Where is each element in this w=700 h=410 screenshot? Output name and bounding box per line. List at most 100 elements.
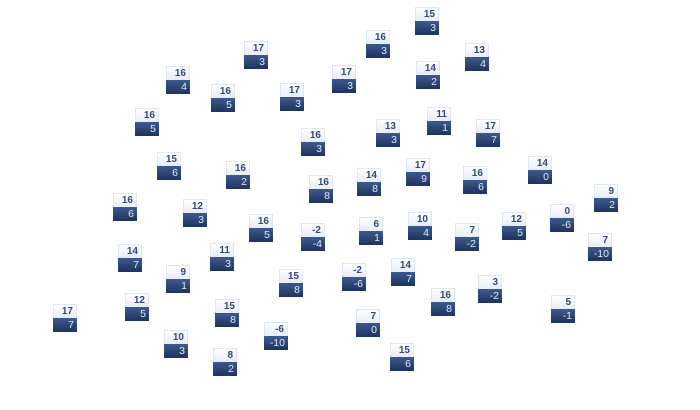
- tile-bottom-value: 6: [113, 207, 137, 221]
- tile[interactable]: 13 3: [376, 119, 400, 147]
- tile-top-value: 5: [551, 295, 575, 309]
- tile[interactable]: 16 6: [113, 193, 137, 221]
- tile[interactable]: 16 5: [135, 108, 159, 136]
- tile-bottom-value: 3: [301, 142, 325, 156]
- tile[interactable]: -2 -4: [301, 223, 325, 251]
- tile[interactable]: 17 3: [244, 41, 268, 69]
- tile[interactable]: 14 7: [391, 258, 415, 286]
- tile-bottom-value: 6: [390, 357, 414, 371]
- tile[interactable]: 15 6: [390, 343, 414, 371]
- tile[interactable]: 16 8: [309, 175, 333, 203]
- tile-bottom-value: 5: [211, 98, 235, 112]
- tile[interactable]: 17 7: [476, 119, 500, 147]
- tile-top-value: 15: [157, 152, 181, 166]
- tile-top-value: 17: [476, 119, 500, 133]
- tile[interactable]: 16 5: [211, 84, 235, 112]
- tile-top-value: 11: [427, 107, 451, 121]
- tile-bottom-value: -2: [455, 237, 479, 251]
- tile-top-value: 16: [211, 84, 235, 98]
- tile-bottom-value: 8: [279, 283, 303, 297]
- tile-top-value: 14: [528, 156, 552, 170]
- tile-top-value: 9: [166, 265, 190, 279]
- tile[interactable]: 0 -6: [550, 204, 574, 232]
- tile[interactable]: 11 1: [427, 107, 451, 135]
- tile[interactable]: 16 2: [226, 161, 250, 189]
- tile-top-value: -2: [342, 263, 366, 277]
- tile-top-value: 16: [249, 214, 273, 228]
- tile[interactable]: 17 7: [53, 304, 77, 332]
- tile[interactable]: 12 5: [125, 293, 149, 321]
- tile-top-value: 10: [164, 330, 188, 344]
- tile-top-value: 17: [53, 304, 77, 318]
- tile-bottom-value: 5: [502, 226, 526, 240]
- tile-top-value: 12: [502, 212, 526, 226]
- tile[interactable]: 10 3: [164, 330, 188, 358]
- tile-bottom-value: 0: [528, 170, 552, 184]
- tile[interactable]: 14 2: [416, 61, 440, 89]
- tile[interactable]: 16 3: [301, 128, 325, 156]
- tile[interactable]: 15 3: [415, 7, 439, 35]
- tile[interactable]: 14 7: [118, 244, 142, 272]
- tile[interactable]: 15 8: [215, 299, 239, 327]
- tile-top-value: 16: [113, 193, 137, 207]
- tile-bottom-value: 3: [332, 79, 356, 93]
- tile[interactable]: 15 8: [279, 269, 303, 297]
- tile-top-value: 15: [215, 299, 239, 313]
- tile[interactable]: 17 3: [280, 83, 304, 111]
- tile-top-value: 15: [390, 343, 414, 357]
- tile[interactable]: 14 8: [357, 168, 381, 196]
- tile-top-value: 12: [183, 199, 207, 213]
- tile[interactable]: 14 0: [528, 156, 552, 184]
- tile[interactable]: 16 6: [463, 166, 487, 194]
- tile-top-value: 16: [309, 175, 333, 189]
- tile[interactable]: 7 -2: [455, 223, 479, 251]
- tile[interactable]: 12 5: [502, 212, 526, 240]
- tile-bottom-value: 3: [415, 21, 439, 35]
- tile-top-value: 9: [594, 184, 618, 198]
- tile[interactable]: 17 3: [332, 65, 356, 93]
- tile-top-value: 14: [357, 168, 381, 182]
- tile[interactable]: 13 4: [465, 43, 489, 71]
- tile-top-value: 16: [301, 128, 325, 142]
- tile-top-value: 13: [465, 43, 489, 57]
- tile-bottom-value: 6: [157, 166, 181, 180]
- tile-bottom-value: 5: [249, 228, 273, 242]
- tile[interactable]: 15 6: [157, 152, 181, 180]
- tile-top-value: 13: [376, 119, 400, 133]
- tile-bottom-value: 3: [164, 344, 188, 358]
- tile-top-value: 14: [391, 258, 415, 272]
- tile-bottom-value: 8: [309, 189, 333, 203]
- tile-top-value: 16: [463, 166, 487, 180]
- tile[interactable]: 3 -2: [478, 275, 502, 303]
- tile[interactable]: 12 3: [183, 199, 207, 227]
- tile[interactable]: 10 4: [408, 212, 432, 240]
- tile-bottom-value: 3: [376, 133, 400, 147]
- tile[interactable]: -2 -6: [342, 263, 366, 291]
- tile-bottom-value: -6: [342, 277, 366, 291]
- tile[interactable]: -6 -10: [264, 322, 288, 350]
- tile[interactable]: 17 9: [406, 158, 430, 186]
- tile[interactable]: 16 8: [431, 288, 455, 316]
- tile-bottom-value: 3: [244, 55, 268, 69]
- tile-bottom-value: 3: [183, 213, 207, 227]
- tile[interactable]: 16 5: [249, 214, 273, 242]
- tile[interactable]: 7 -10: [588, 233, 612, 261]
- tile-top-value: 16: [431, 288, 455, 302]
- tile-bottom-value: 8: [431, 302, 455, 316]
- tile[interactable]: 16 3: [366, 30, 390, 58]
- tile-top-value: 15: [415, 7, 439, 21]
- tile-top-value: 16: [135, 108, 159, 122]
- tile[interactable]: 5 -1: [551, 295, 575, 323]
- tile-bottom-value: 4: [465, 57, 489, 71]
- tile-bottom-value: 4: [166, 80, 190, 94]
- tile-bottom-value: -2: [478, 289, 502, 303]
- tile[interactable]: 16 4: [166, 66, 190, 94]
- tile[interactable]: 11 3: [210, 243, 234, 271]
- tile-bottom-value: 2: [213, 362, 237, 376]
- tile-bottom-value: 6: [463, 180, 487, 194]
